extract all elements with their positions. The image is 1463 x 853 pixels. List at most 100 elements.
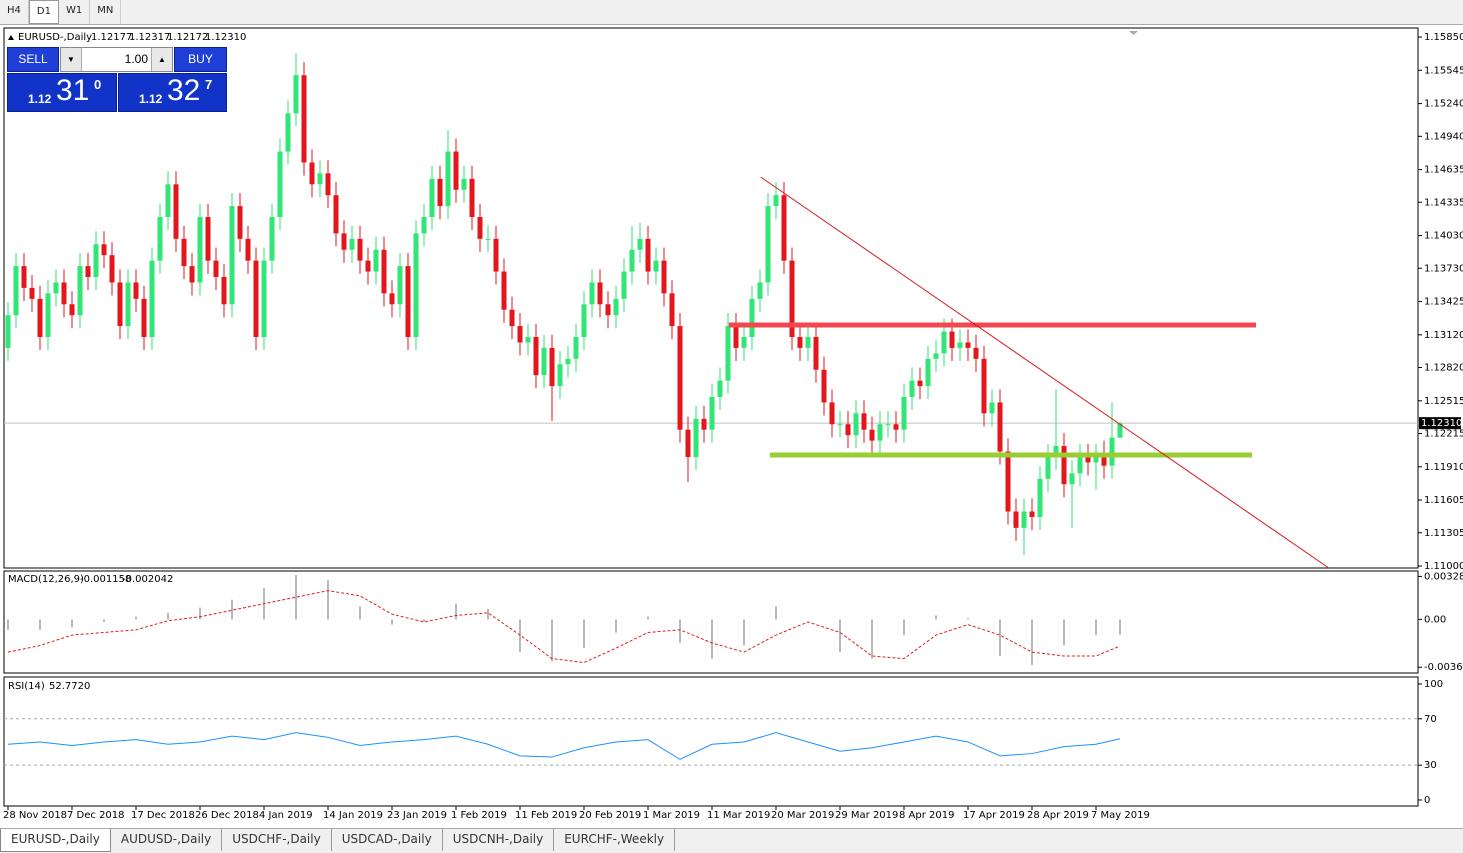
candle-body xyxy=(165,184,171,218)
candle-body xyxy=(389,293,395,305)
x-tick-label: 11 Feb 2019 xyxy=(515,810,577,821)
y-tick-label: 1.12820 xyxy=(1424,363,1463,374)
timeframe-tab[interactable]: W1 xyxy=(59,0,91,24)
symbol-tab[interactable]: USDCHF-,Daily xyxy=(222,829,332,851)
candle-body xyxy=(1101,456,1107,466)
buy-button[interactable]: BUY xyxy=(174,47,227,72)
symbol-tab[interactable]: USDCNH-,Daily xyxy=(443,829,555,851)
candle-body xyxy=(973,347,979,359)
candle-body xyxy=(309,162,315,185)
candle-body xyxy=(245,238,251,261)
candle-body xyxy=(317,173,323,185)
candle-body xyxy=(157,217,163,261)
candle-body xyxy=(205,217,211,261)
candle-body xyxy=(613,298,619,316)
candle-body xyxy=(765,206,771,283)
x-tick-label: 8 Apr 2019 xyxy=(899,810,954,821)
timeframe-tab[interactable]: D1 xyxy=(28,0,59,24)
high-label: 1.12317 xyxy=(129,32,170,43)
candle-body xyxy=(533,336,539,376)
price-box xyxy=(1419,417,1461,430)
candle-body xyxy=(69,304,75,316)
symbol-tab[interactable]: EURUSD-,Daily xyxy=(0,829,111,852)
candle-body xyxy=(597,282,603,305)
lot-box[interactable]: ▼ 1.00 ▲ xyxy=(60,47,173,72)
candle-body xyxy=(1053,446,1059,457)
y-tick-label: -0.003659 xyxy=(1424,662,1463,673)
candle-body xyxy=(5,315,11,348)
candle-body xyxy=(661,260,667,294)
candle-body xyxy=(1077,456,1083,474)
close-label: 1.12310 xyxy=(205,32,246,43)
candle-body xyxy=(77,266,83,316)
price-sup: 0 xyxy=(94,77,102,92)
candle-body xyxy=(749,298,755,337)
candle-body xyxy=(221,277,227,305)
candle-body xyxy=(181,238,187,267)
candle-body xyxy=(461,178,467,190)
y-tick-label: 1.14030 xyxy=(1424,231,1463,242)
candle-body xyxy=(629,249,635,272)
macd-signal-value: -0.002042 xyxy=(122,574,173,585)
candle-body xyxy=(229,206,235,305)
candle-body xyxy=(845,424,851,436)
y-tick-label: 0.00 xyxy=(1424,614,1446,625)
timeframe-tab[interactable]: H4 xyxy=(0,0,29,24)
candle-body xyxy=(125,282,131,327)
candle-body xyxy=(173,184,179,239)
lot-up[interactable]: ▲ xyxy=(151,48,172,71)
y-tick-label: 1.11910 xyxy=(1424,462,1463,473)
current-price-label: 1.12310 xyxy=(1421,418,1462,429)
macd-signal xyxy=(7,590,1121,664)
y-tick-label: 1.14940 xyxy=(1424,131,1463,142)
candle-body xyxy=(1093,456,1099,463)
candle-body xyxy=(581,304,587,337)
candle-body xyxy=(333,195,339,234)
candle-body xyxy=(573,336,579,359)
candle-body xyxy=(1029,511,1035,517)
sell-price[interactable]: 1.12 31 0 xyxy=(7,73,117,112)
candle-body xyxy=(141,298,147,337)
y-tick-label: 100 xyxy=(1424,679,1443,690)
x-tick-label: 20 Feb 2019 xyxy=(579,810,641,821)
x-tick-label: 14 Jan 2019 xyxy=(323,810,383,821)
symbol-tab[interactable]: AUDUSD-,Daily xyxy=(111,829,223,851)
candle-body xyxy=(949,331,955,348)
candle-body xyxy=(557,364,563,387)
candle-body xyxy=(805,336,811,348)
y-tick-label: 1.15240 xyxy=(1424,99,1463,110)
symbol-tabs: EURUSD-,Daily AUDUSD-,Daily USDCHF-,Daily U… xyxy=(0,828,1463,853)
candle-body xyxy=(37,298,43,337)
candle-body xyxy=(53,282,59,294)
rsi-value: 52.7720 xyxy=(49,681,90,692)
timeframe-tab[interactable]: MN xyxy=(90,0,122,24)
candle-body xyxy=(253,260,259,337)
y-tick-label: 0.003287 xyxy=(1424,571,1463,582)
candle-body xyxy=(829,402,835,425)
candle-body xyxy=(133,282,139,299)
candle-body xyxy=(109,255,115,283)
candle-body xyxy=(117,282,123,327)
candle-body xyxy=(821,369,827,403)
candle-body xyxy=(341,233,347,250)
macd-title: MACD(12,26,9) xyxy=(8,574,84,585)
candle-body xyxy=(645,238,651,272)
sell-button[interactable]: SELL xyxy=(7,47,59,72)
x-tick-label: 28 Nov 2018 xyxy=(3,810,67,821)
symbol-tab[interactable]: USDCAD-,Daily xyxy=(332,829,443,851)
candle-body xyxy=(477,217,483,239)
y-tick-label: 1.11305 xyxy=(1424,528,1463,539)
buy-price[interactable]: 1.12 32 7 xyxy=(118,73,227,112)
lot-down[interactable]: ▼ xyxy=(61,48,82,71)
x-tick-label: 11 Mar 2019 xyxy=(707,810,770,821)
candle-body xyxy=(989,402,995,414)
candle-body xyxy=(797,336,803,348)
candle-body xyxy=(397,266,403,305)
symbol-tab[interactable]: EURCHF-,Weekly xyxy=(554,829,676,851)
candle-body xyxy=(517,326,523,343)
lot-value[interactable]: 1.00 xyxy=(124,52,148,66)
candle-body xyxy=(357,238,363,261)
candle-body xyxy=(197,217,203,283)
open-label: 1.12177 xyxy=(91,32,132,43)
candle-body xyxy=(437,178,443,207)
